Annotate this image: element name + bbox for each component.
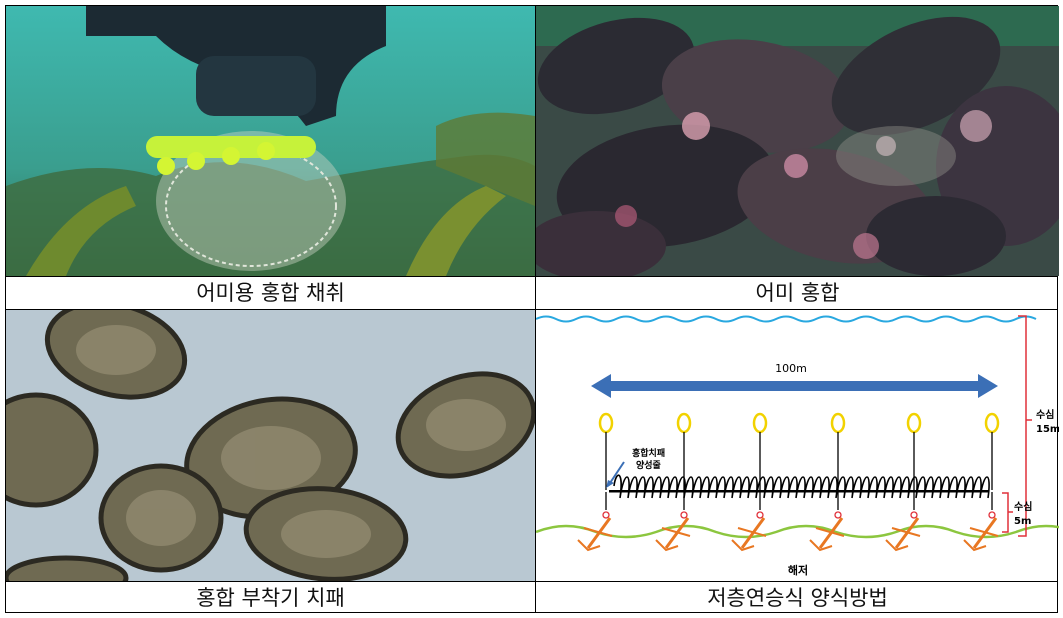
buoy bbox=[752, 412, 768, 434]
caption-top-left: 어미용 홍합 채취 bbox=[196, 281, 345, 305]
length-arrow bbox=[591, 374, 998, 398]
buoy-anchor-unit bbox=[809, 412, 846, 552]
seabed-wave bbox=[536, 524, 1059, 539]
caption-bottom-right: 저층연승식 양식방법 bbox=[707, 586, 888, 610]
seed-line-label-2: 양성줄 bbox=[636, 459, 661, 471]
depth-bracket-total bbox=[1018, 315, 1032, 537]
depth-total-label-2: 15m bbox=[1036, 424, 1059, 435]
anchor-ring bbox=[910, 511, 918, 519]
divider-3 bbox=[6, 581, 1057, 582]
seed-line-label-1: 홍합치패 bbox=[632, 447, 665, 459]
buoy-anchor-unit bbox=[885, 412, 922, 552]
photo-adult-mussels bbox=[536, 6, 1059, 276]
buoy bbox=[830, 412, 846, 434]
depth-line-label-1: 수심 bbox=[1014, 500, 1032, 513]
anchor-ring bbox=[834, 511, 842, 519]
photo-diver-collecting bbox=[6, 6, 535, 276]
depth-total-label-1: 수심 bbox=[1036, 408, 1054, 421]
anchor-ring bbox=[756, 511, 764, 519]
figure-grid: 어미용 홍합 채취 어미 홍합 bbox=[5, 5, 1059, 613]
anchor-ring bbox=[988, 511, 996, 519]
water-surface-wave bbox=[536, 315, 1037, 323]
buoy-anchor-unit bbox=[577, 412, 614, 552]
caption-top-right: 어미 홍합 bbox=[755, 281, 840, 305]
arrow-shaft bbox=[606, 381, 986, 391]
caption-bottom-left: 홍합 부착기 치패 bbox=[196, 586, 345, 610]
depth-line-label-2: 5m bbox=[1014, 516, 1031, 527]
buoy bbox=[984, 412, 1000, 434]
photo-mussel-spat bbox=[6, 310, 535, 581]
arrow-head-right bbox=[978, 374, 998, 398]
anchor-ring bbox=[602, 511, 610, 519]
seabed-label: 해저 bbox=[788, 563, 808, 577]
longline-culture-diagram: 100m 홍합치패 양성줄 수심 15m 수심 5m 해저 bbox=[536, 310, 1059, 581]
buoy bbox=[598, 412, 614, 434]
arrow-head-left bbox=[591, 374, 611, 398]
buoy bbox=[676, 412, 692, 434]
anchor-ring bbox=[680, 511, 688, 519]
length-label: 100m bbox=[775, 362, 807, 375]
buoy-anchor-unit bbox=[655, 412, 692, 552]
seed-line-coil bbox=[613, 474, 990, 499]
buoy-anchor-unit bbox=[963, 412, 1000, 552]
divider-2 bbox=[6, 309, 1057, 310]
depth-bracket-line bbox=[1002, 492, 1013, 533]
buoy bbox=[906, 412, 922, 434]
buoy-anchor-unit bbox=[731, 412, 768, 552]
seed-line-rope bbox=[609, 490, 989, 493]
divider-1 bbox=[6, 276, 1057, 277]
